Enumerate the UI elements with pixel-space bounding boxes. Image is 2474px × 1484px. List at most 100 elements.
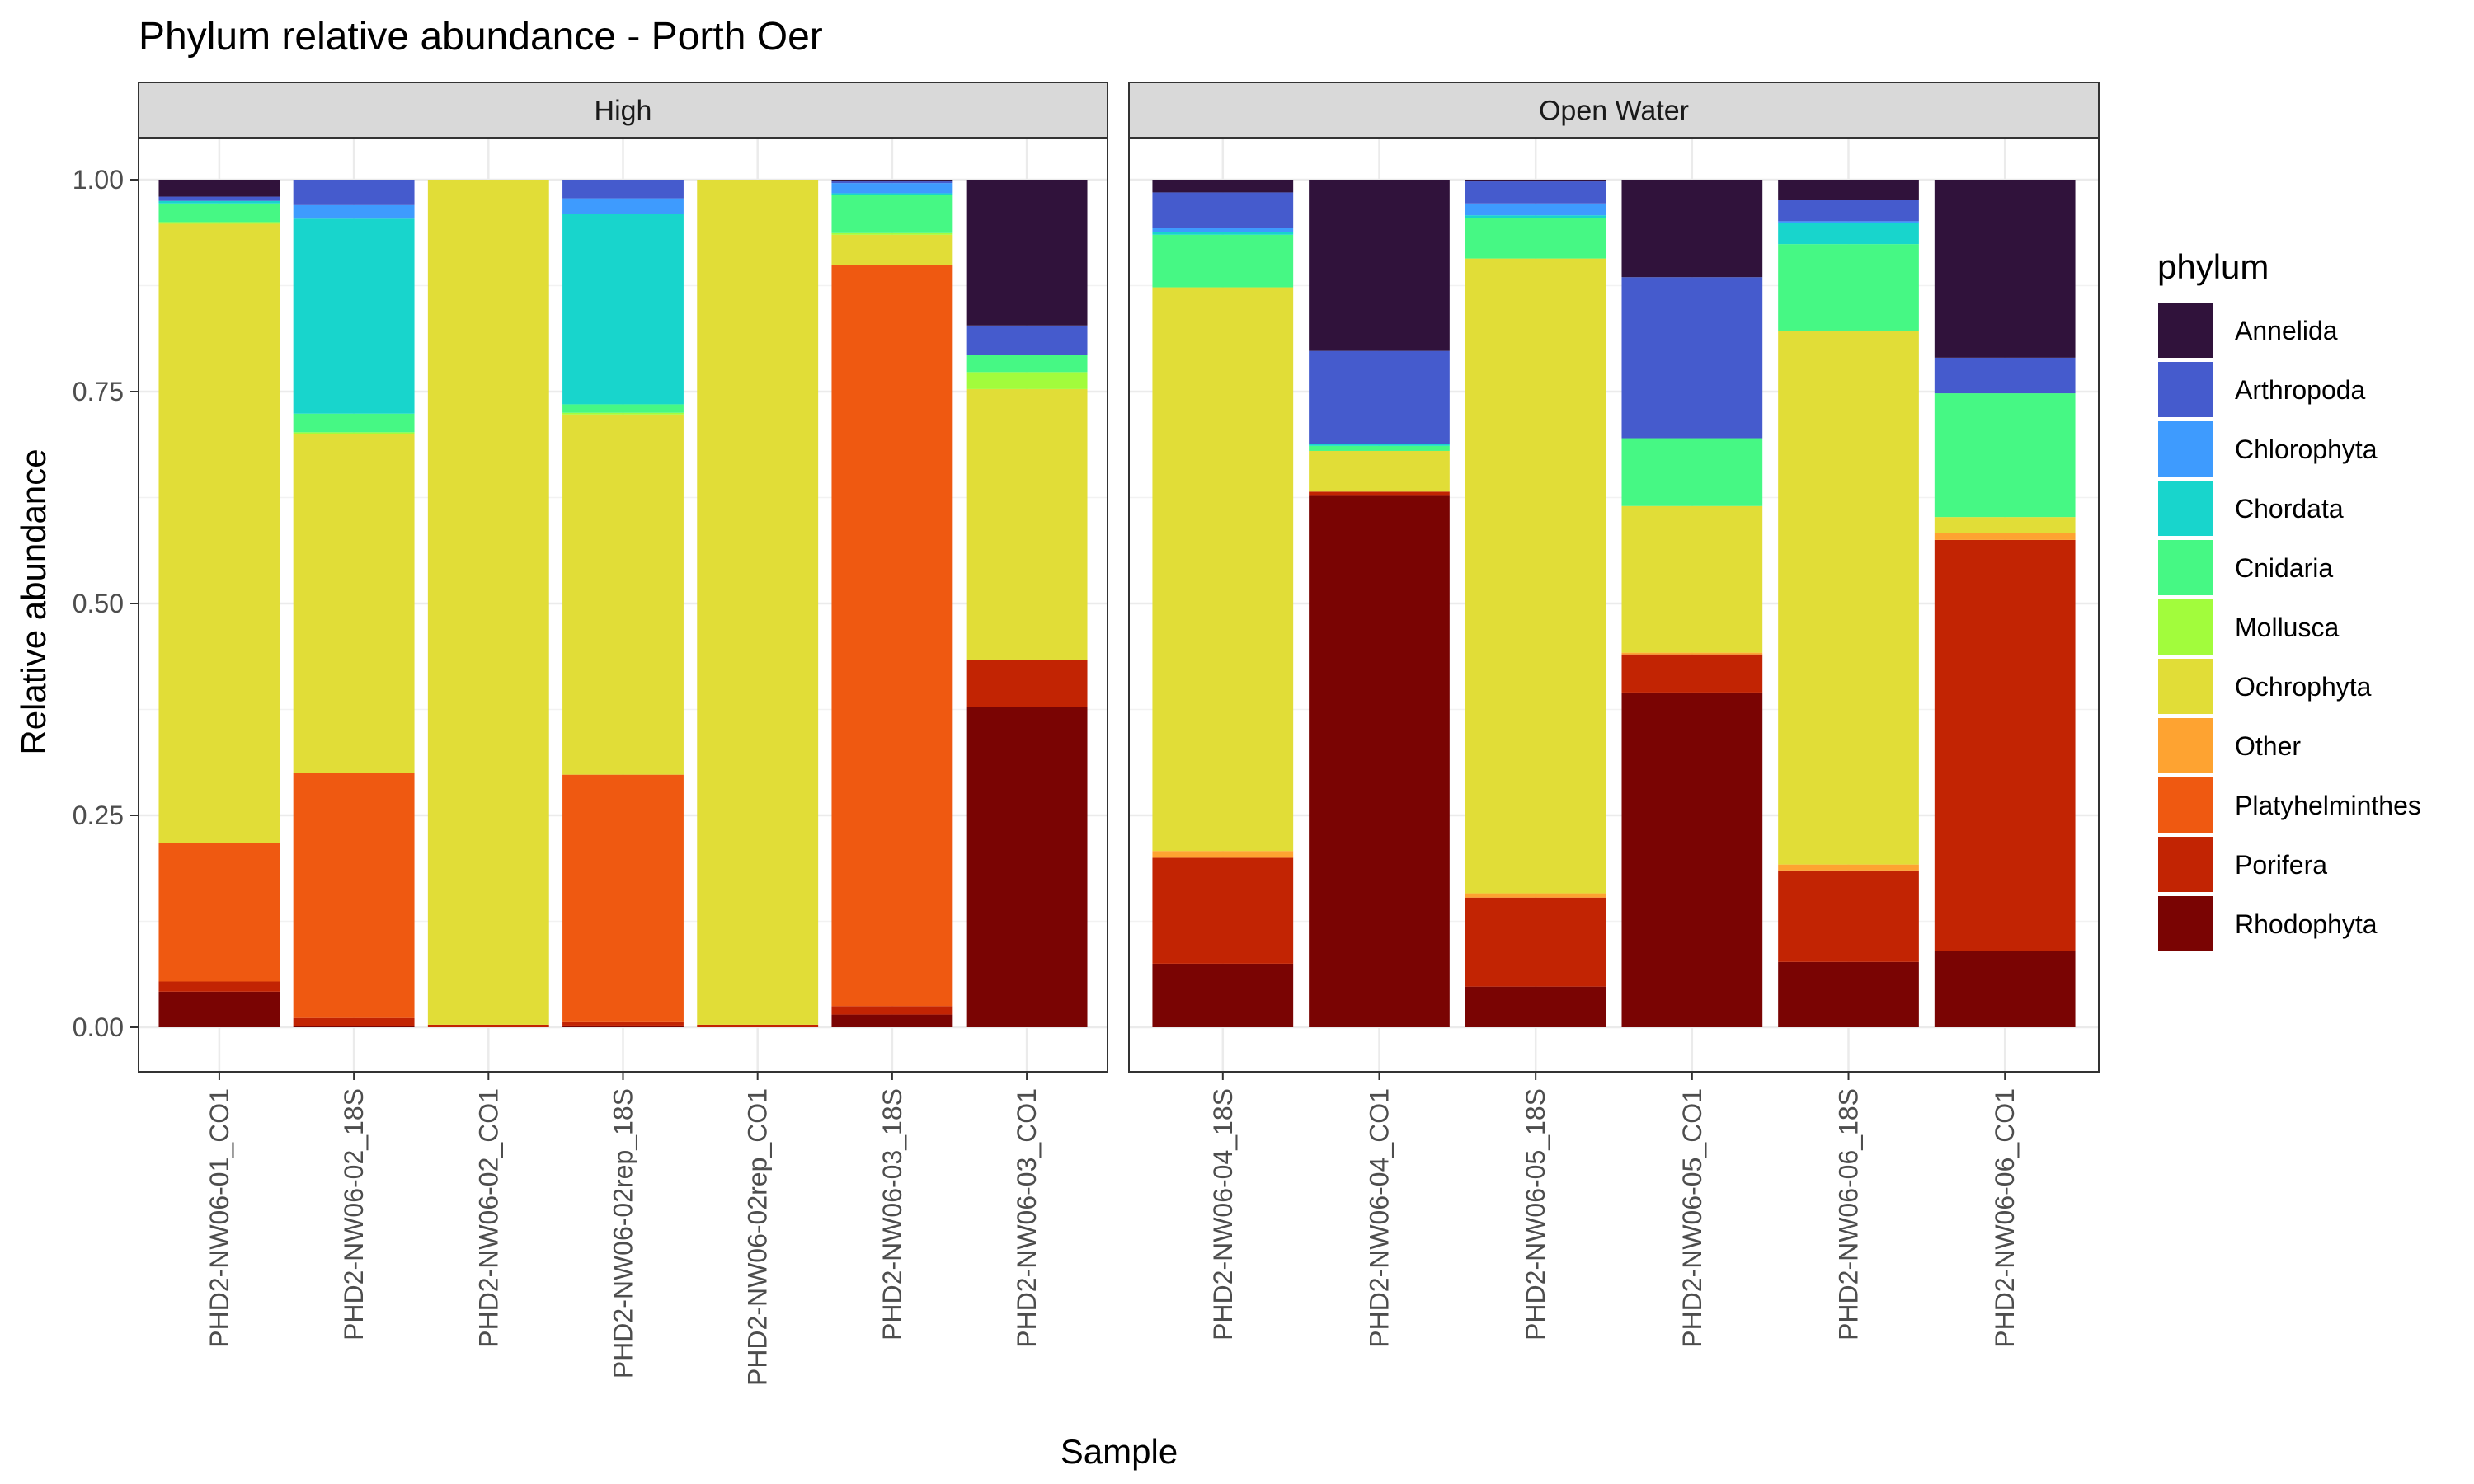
y-tick-label: 0.25 (73, 801, 124, 830)
legend-label: Chordata (2235, 494, 2344, 524)
legend-swatch (2157, 479, 2215, 538)
stacked-bar (427, 180, 549, 1027)
stacked-bar (1778, 180, 1919, 1027)
bar-segment-ochrophyta (1934, 517, 2076, 533)
legend-item: Chordata (2157, 479, 2344, 538)
bar-segment-porifera (966, 660, 1088, 707)
bar-segment-ochrophyta (1778, 330, 1919, 865)
bar-segment-chordata (1778, 223, 1919, 245)
legend-swatch (2157, 301, 2215, 359)
legend-item: Porifera (2157, 835, 2327, 894)
x-tick-label: PHD2-NW06-02_CO1 (473, 1088, 503, 1348)
bar-segment-cnidaria (562, 404, 684, 413)
legend-swatch (2157, 598, 2215, 656)
bar-segment-ochrophyta (158, 223, 280, 843)
bar-segment-cnidaria (966, 355, 1088, 373)
bar-segment-cnidaria (1934, 393, 2076, 518)
stacked-bar (966, 180, 1088, 1027)
bar-segment-porifera (427, 1024, 549, 1027)
bar-segment-annelida (158, 180, 280, 197)
bar-segment-ochrophyta (427, 180, 549, 1025)
legend-item: Chlorophyta (2157, 420, 2378, 478)
bar-segment-porifera (1778, 870, 1919, 962)
x-tick-label: PHD2-NW06-02rep_CO1 (743, 1088, 773, 1386)
bar-segment-porifera (293, 1017, 415, 1026)
bar-segment-ochrophyta (1465, 258, 1606, 894)
bar-segment-other (1934, 533, 2076, 540)
bar-segment-chordata (831, 193, 953, 195)
bar-segment-cnidaria (1778, 244, 1919, 331)
panel-border (138, 137, 1108, 1073)
bar-segment-rhodophyta (966, 707, 1088, 1027)
bar-segment-chlorophyta (1152, 228, 1294, 232)
legend-title: phylum (2157, 247, 2269, 286)
bar-segment-arthropoda (293, 180, 415, 205)
y-tick-label: 0.00 (73, 1012, 124, 1042)
bar-segment-arthropoda (1621, 277, 1763, 439)
legend-label: Other (2235, 731, 2301, 761)
x-tick-label: PHD2-NW06-02_18S (339, 1088, 369, 1341)
bar-segment-rhodophyta (1152, 963, 1294, 1027)
bar-segment-annelida (1152, 180, 1294, 193)
x-tick-label: PHD2-NW06-06_CO1 (1990, 1088, 2020, 1348)
bar-segment-chlorophyta (293, 204, 415, 219)
bar-segment-rhodophyta (1934, 951, 2076, 1027)
legend-label: Cnidaria (2235, 553, 2333, 583)
facet-strip (138, 82, 1108, 139)
bar-segment-cnidaria (1309, 445, 1450, 451)
bar-segment-ochrophyta (831, 234, 953, 265)
legend-swatch (2157, 895, 2215, 953)
bar-segment-arthropoda (1778, 200, 1919, 222)
bar-segment-arthropoda (562, 180, 684, 199)
bar-segment-other (1778, 864, 1919, 871)
bar-segment-arthropoda (158, 196, 280, 201)
bar-segment-cnidaria (158, 203, 280, 223)
bar-segment-ochrophyta (1621, 505, 1763, 653)
legend-item: Arthropoda (2157, 360, 2366, 419)
bar-segment-porifera (1309, 491, 1450, 496)
bar-segment-porifera (562, 1021, 684, 1026)
bar-segment-arthropoda (1309, 350, 1450, 444)
legend-swatch (2157, 716, 2215, 775)
bar-segment-porifera (1621, 654, 1763, 693)
facet-panel: High PHD2-NW06-01_CO1 PHD2-NW06-02_18S PHD2… (73, 82, 1108, 1386)
bar-segment-ochrophyta (1152, 287, 1294, 852)
stacked-bar (1934, 180, 2076, 1027)
bar-segment-platyhelminthes (158, 843, 280, 982)
bar-segment-other (1465, 893, 1606, 898)
legend-item: Ochrophyta (2157, 657, 2372, 716)
facet-panel: Open Water PHD2-NW06-04_18S PHD2-NW06-04_C… (1128, 82, 2100, 1348)
y-tick-label: 1.00 (73, 165, 124, 195)
legend-items: Annelida Arthropoda Chlorophyta Chordata Cni… (2157, 301, 2421, 953)
bar-segment-ochrophyta (966, 388, 1088, 660)
legend-label: Platyhelminthes (2235, 791, 2421, 820)
x-tick-label: PHD2-NW06-03_18S (877, 1088, 907, 1341)
bar-segment-arthropoda (1465, 181, 1606, 204)
x-tick-label: PHD2-NW06-04_CO1 (1364, 1088, 1394, 1348)
bar-segment-ochrophyta (562, 414, 684, 775)
bar-segment-mollusca (293, 432, 415, 434)
bar-segment-rhodophyta (1465, 986, 1606, 1027)
bar-segment-annelida (1934, 180, 2076, 358)
bar-segment-rhodophyta (562, 1025, 684, 1027)
bar-segment-chordata (562, 214, 684, 405)
stacked-bar (1621, 180, 1763, 1027)
bar-segment-chordata (1152, 232, 1294, 235)
legend-label: Arthropoda (2235, 375, 2366, 405)
bar-segment-rhodophyta (831, 1014, 953, 1027)
legend-item: Other (2157, 716, 2301, 775)
bar-segment-cnidaria (293, 413, 415, 433)
bar-segment-porifera (697, 1024, 819, 1027)
bar-segment-annelida (1621, 180, 1763, 278)
bar-segment-annelida (831, 180, 953, 182)
bar-segment-rhodophyta (1309, 495, 1450, 1027)
stacked-bar (831, 180, 953, 1027)
x-axis-title: Sample (1061, 1432, 1178, 1471)
legend-label: Rhodophyta (2235, 909, 2378, 939)
bar-segment-ochrophyta (1309, 450, 1450, 492)
bar-segment-platyhelminthes (831, 265, 953, 1007)
bar-segment-chordata (293, 218, 415, 414)
bar-segment-chordata (1465, 215, 1606, 218)
bar-segment-chordata (1309, 444, 1450, 446)
